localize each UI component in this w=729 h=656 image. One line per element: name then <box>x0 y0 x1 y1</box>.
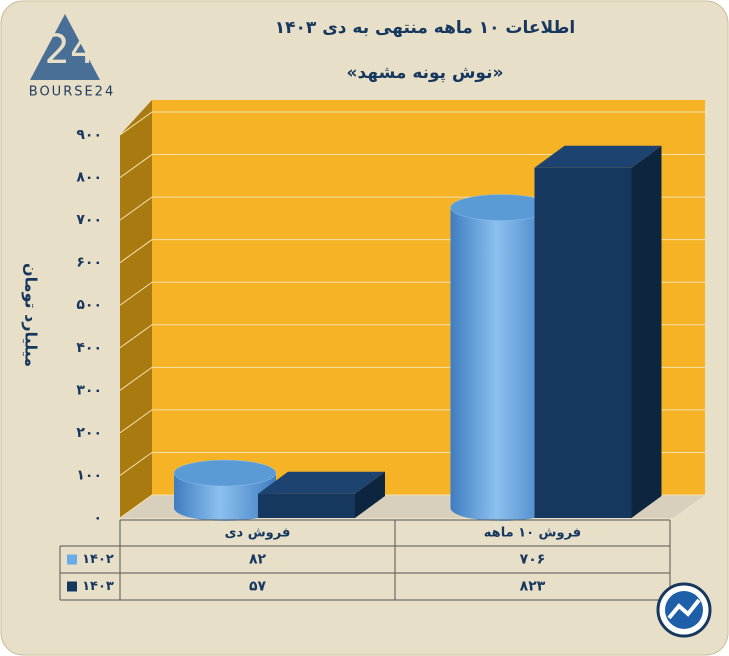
y-tick-label: ۱۰۰ <box>76 467 102 483</box>
legend-swatch <box>67 581 77 592</box>
y-tick-label: ۸۰۰ <box>76 170 102 186</box>
bar <box>258 493 355 518</box>
bar-side <box>355 471 385 518</box>
data-label: ۷۰۶ <box>520 552 546 568</box>
logo-badge <box>656 582 712 638</box>
bar-top <box>258 471 385 494</box>
side-wall <box>120 100 152 518</box>
svg-text:24: 24 <box>45 27 96 73</box>
grid-line <box>119 154 705 178</box>
data-label: ۵۷ <box>249 579 267 595</box>
chart-subtitle: «نوش پونه مشهد» <box>347 63 504 83</box>
legend-label: ۱۴۰۳ <box>82 579 114 594</box>
logo: 24 BOURSE24 <box>29 14 115 100</box>
x-tick-label: فروش دی <box>225 526 291 541</box>
y-axis-title: میلیارد تومان <box>22 263 41 367</box>
bar-top <box>173 459 277 487</box>
legend-swatch <box>67 554 77 565</box>
logo-text: BOURSE24 <box>29 85 115 100</box>
y-tick-label: ۰ <box>93 510 102 526</box>
data-label: ۸۲ <box>249 552 267 568</box>
bar-top <box>534 145 662 168</box>
data-label: ۸۲۳ <box>520 579 546 595</box>
y-tick-label: ۴۰۰ <box>76 340 102 356</box>
legend-label: ۱۴۰۲ <box>82 552 114 567</box>
chart-title: اطلاعات ۱۰ ماهه منتهی به دی ۱۴۰۳ <box>275 18 575 38</box>
y-tick-label: ۶۰۰ <box>76 255 102 271</box>
y-tick-label: ۲۰۰ <box>76 425 102 441</box>
y-tick-label: ۹۰۰ <box>76 127 102 143</box>
grid-line <box>119 111 705 136</box>
y-tick-label: ۳۰۰ <box>76 382 102 398</box>
y-tick-label: ۵۰۰ <box>76 297 102 313</box>
bar <box>450 207 553 521</box>
y-tick-label: ۷۰۰ <box>76 212 102 228</box>
x-tick-label: فروش ۱۰ ماهه <box>484 526 581 541</box>
bar <box>174 473 276 521</box>
bar-side <box>631 145 662 519</box>
bar <box>534 167 632 519</box>
